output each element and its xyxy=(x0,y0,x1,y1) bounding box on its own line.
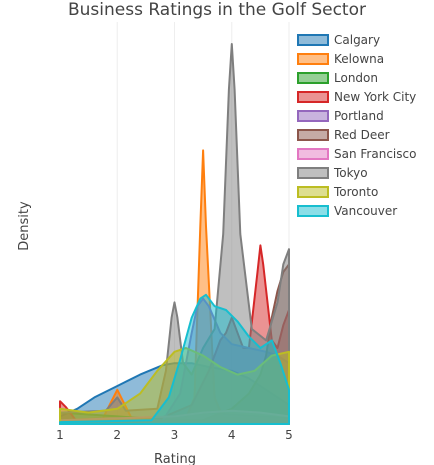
legend: Calgary Kelowna London New York City Portlan… xyxy=(297,33,416,218)
legend-label-toronto: Toronto xyxy=(333,185,378,199)
legend-item-portland[interactable]: Portland xyxy=(297,109,384,123)
legend-swatch-tokyo xyxy=(297,167,329,179)
legend-label-san-francisco: San Francisco xyxy=(334,147,416,161)
legend-item-toronto[interactable]: Toronto xyxy=(297,185,378,199)
legend-item-red-deer[interactable]: Red Deer xyxy=(297,128,390,142)
x-tick-label-3: 3 xyxy=(171,428,179,442)
legend-swatch-toronto xyxy=(297,186,329,198)
x-tick-label-2: 2 xyxy=(113,428,121,442)
legend-swatch-san-francisco xyxy=(297,148,329,160)
legend-item-calgary[interactable]: Calgary xyxy=(297,33,380,47)
legend-label-london: London xyxy=(334,71,378,85)
legend-item-vancouver[interactable]: Vancouver xyxy=(297,204,397,218)
chart-title: Business Ratings in the Golf Sector xyxy=(68,0,366,20)
legend-label-red-deer: Red Deer xyxy=(334,128,390,142)
legend-item-new-york-city[interactable]: New York City xyxy=(297,90,416,104)
legend-label-tokyo: Tokyo xyxy=(333,166,368,180)
legend-item-san-francisco[interactable]: San Francisco xyxy=(297,147,416,161)
legend-swatch-calgary xyxy=(297,34,329,46)
legend-swatch-red-deer xyxy=(297,129,329,141)
legend-swatch-vancouver xyxy=(297,205,329,217)
x-tick-label-1: 1 xyxy=(56,428,64,442)
density-areas xyxy=(59,43,290,425)
legend-swatch-new-york-city xyxy=(297,91,329,103)
x-axis-label: Rating xyxy=(154,452,196,465)
legend-swatch-kelowna xyxy=(297,53,329,65)
density-area-vancouver xyxy=(59,293,290,425)
legend-label-calgary: Calgary xyxy=(334,33,380,47)
legend-item-london[interactable]: London xyxy=(297,71,378,85)
legend-label-kelowna: Kelowna xyxy=(334,52,384,66)
legend-label-portland: Portland xyxy=(334,109,384,123)
legend-item-kelowna[interactable]: Kelowna xyxy=(297,52,384,66)
legend-swatch-london xyxy=(297,72,329,84)
x-axis-ticks: 1 2 3 4 5 xyxy=(56,428,293,442)
legend-swatch-portland xyxy=(297,110,329,122)
y-axis-label: Density xyxy=(17,201,32,251)
legend-item-tokyo[interactable]: Tokyo xyxy=(297,166,368,180)
legend-label-new-york-city: New York City xyxy=(334,90,416,104)
x-tick-label-4: 4 xyxy=(228,428,236,442)
legend-label-vancouver: Vancouver xyxy=(334,204,397,218)
x-tick-label-5: 5 xyxy=(285,428,293,442)
